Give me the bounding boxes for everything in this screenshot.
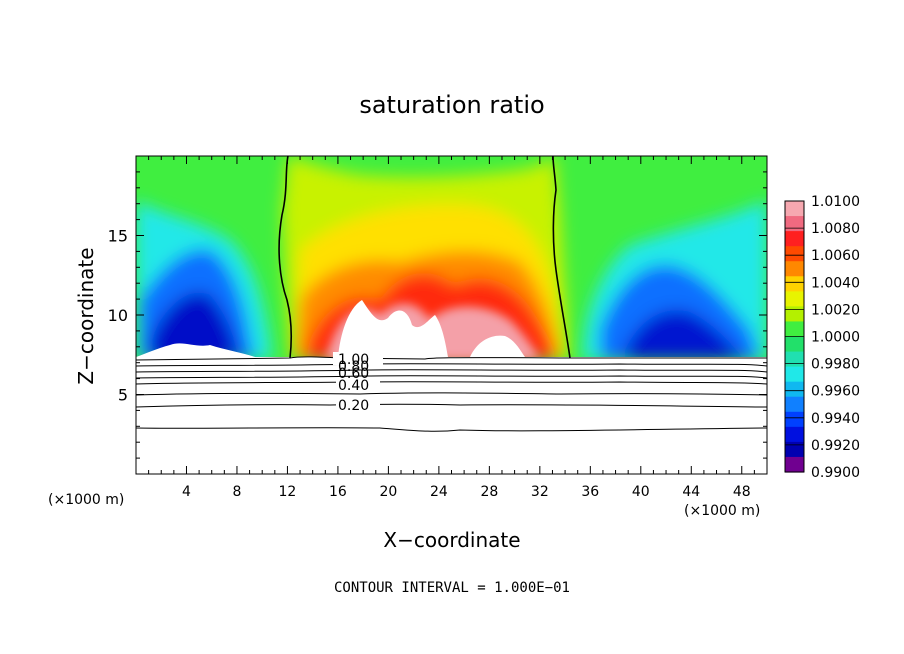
- colorbar: 1.0100 1.0080 1.0060 1.0040 1.0020 1.0000 0.99…: [784, 194, 860, 481]
- colorbar-tick-label: 1.0060: [811, 248, 860, 264]
- colorbar-tick-label: 0.9940: [811, 411, 860, 427]
- colorbar-tick-label: 1.0080: [811, 221, 860, 237]
- field-left-navy: [150, 292, 240, 360]
- colorbar-band: [785, 351, 804, 368]
- x-tick-label: 28: [480, 484, 498, 500]
- colorbar-tick-label: 0.9960: [811, 384, 860, 400]
- colorbar-band: [785, 441, 804, 458]
- contour-line: [135, 369, 768, 373]
- x-unit-right: (×1000 m): [684, 503, 760, 519]
- field-cloud-right: [470, 335, 525, 357]
- colorbar-band: [785, 456, 804, 473]
- contour-label: 0.40: [338, 378, 369, 394]
- colorbar-band: [785, 411, 804, 428]
- colorbar-labels: 1.0100 1.0080 1.0060 1.0040 1.0020 1.0000 0.99…: [785, 194, 860, 481]
- x-ticks: 4 8 12 16 20 24 28 32 36 40 44 48: [148, 156, 755, 500]
- x-tick-label: 16: [329, 484, 347, 500]
- field-right-navy: [625, 310, 745, 360]
- colorbar-band: [785, 381, 804, 398]
- colorbar-band: [785, 306, 804, 323]
- contour-label: 0.80: [338, 359, 369, 375]
- x-tick-label: 48: [733, 484, 751, 500]
- colorbar-tick-label: 0.9900: [811, 465, 860, 481]
- y-tick-label: 15: [108, 227, 128, 246]
- colorbar-band: [785, 261, 804, 277]
- contour-line: [135, 375, 768, 379]
- x-tick-label: 20: [379, 484, 397, 500]
- saturation-field: [136, 156, 767, 474]
- colorbar-band: [785, 366, 804, 383]
- field-cloud-center: [338, 300, 448, 357]
- colorbar-band: [785, 291, 804, 307]
- contour-lines: [135, 155, 768, 432]
- contour-line: [135, 427, 768, 432]
- contour-label: 0.60: [338, 366, 369, 382]
- contour-saturation-right: [552, 155, 571, 359]
- y-ticks: 5 10 15: [108, 171, 767, 459]
- y-tick-label: 10: [108, 306, 128, 325]
- contour-label: 1.00: [338, 352, 369, 368]
- contour-line: [135, 363, 768, 367]
- x-tick-label: 44: [682, 484, 700, 500]
- colorbar-tick-label: 0.9920: [811, 438, 860, 454]
- x-tick-label: 24: [430, 484, 448, 500]
- colorbar-band: [785, 231, 804, 247]
- colorbar-band: [785, 321, 804, 338]
- x-tick-label: 12: [279, 484, 297, 500]
- colorbar-band: [785, 426, 804, 443]
- contour-label: 0.20: [338, 398, 369, 414]
- contour-line: [135, 356, 767, 361]
- x-tick-label: 4: [182, 484, 191, 500]
- colorbar-tick-label: 1.0040: [811, 275, 860, 291]
- colorbar-band: [785, 336, 804, 353]
- contour-line: [135, 381, 768, 385]
- y-axis-label: Z−coordinate: [74, 247, 98, 384]
- colorbar-tick-label: 1.0000: [811, 330, 860, 346]
- field-cloud-left: [136, 343, 255, 357]
- y-tick-label: 5: [118, 386, 128, 405]
- colorbar-tick-label: 1.0020: [811, 302, 860, 318]
- contour-line: [135, 392, 768, 396]
- colorbar-band: [785, 246, 804, 262]
- x-axis-label: X−coordinate: [383, 528, 520, 552]
- x-unit-left: (×1000 m): [48, 492, 124, 508]
- contour-interval-note: CONTOUR INTERVAL = 1.000E−01: [334, 580, 570, 596]
- colorbar-band: [785, 201, 804, 217]
- x-tick-label: 8: [232, 484, 241, 500]
- colorbar-band: [785, 276, 804, 292]
- x-tick-label: 32: [531, 484, 549, 500]
- contour-saturation-left: [278, 155, 293, 359]
- colorbar-tick-label: 0.9980: [811, 357, 860, 373]
- x-tick-label: 40: [632, 484, 650, 500]
- x-tick-label: 36: [581, 484, 599, 500]
- chart-title: saturation ratio: [359, 91, 544, 119]
- colorbar-band: [785, 216, 804, 232]
- colorbar-tick-label: 1.0100: [811, 194, 860, 210]
- contour-line: [135, 403, 768, 408]
- field-lower-white: [136, 357, 767, 474]
- contour-labels: 1.00 0.80 0.60 0.40 0.20: [333, 352, 383, 414]
- colorbar-band: [785, 396, 804, 413]
